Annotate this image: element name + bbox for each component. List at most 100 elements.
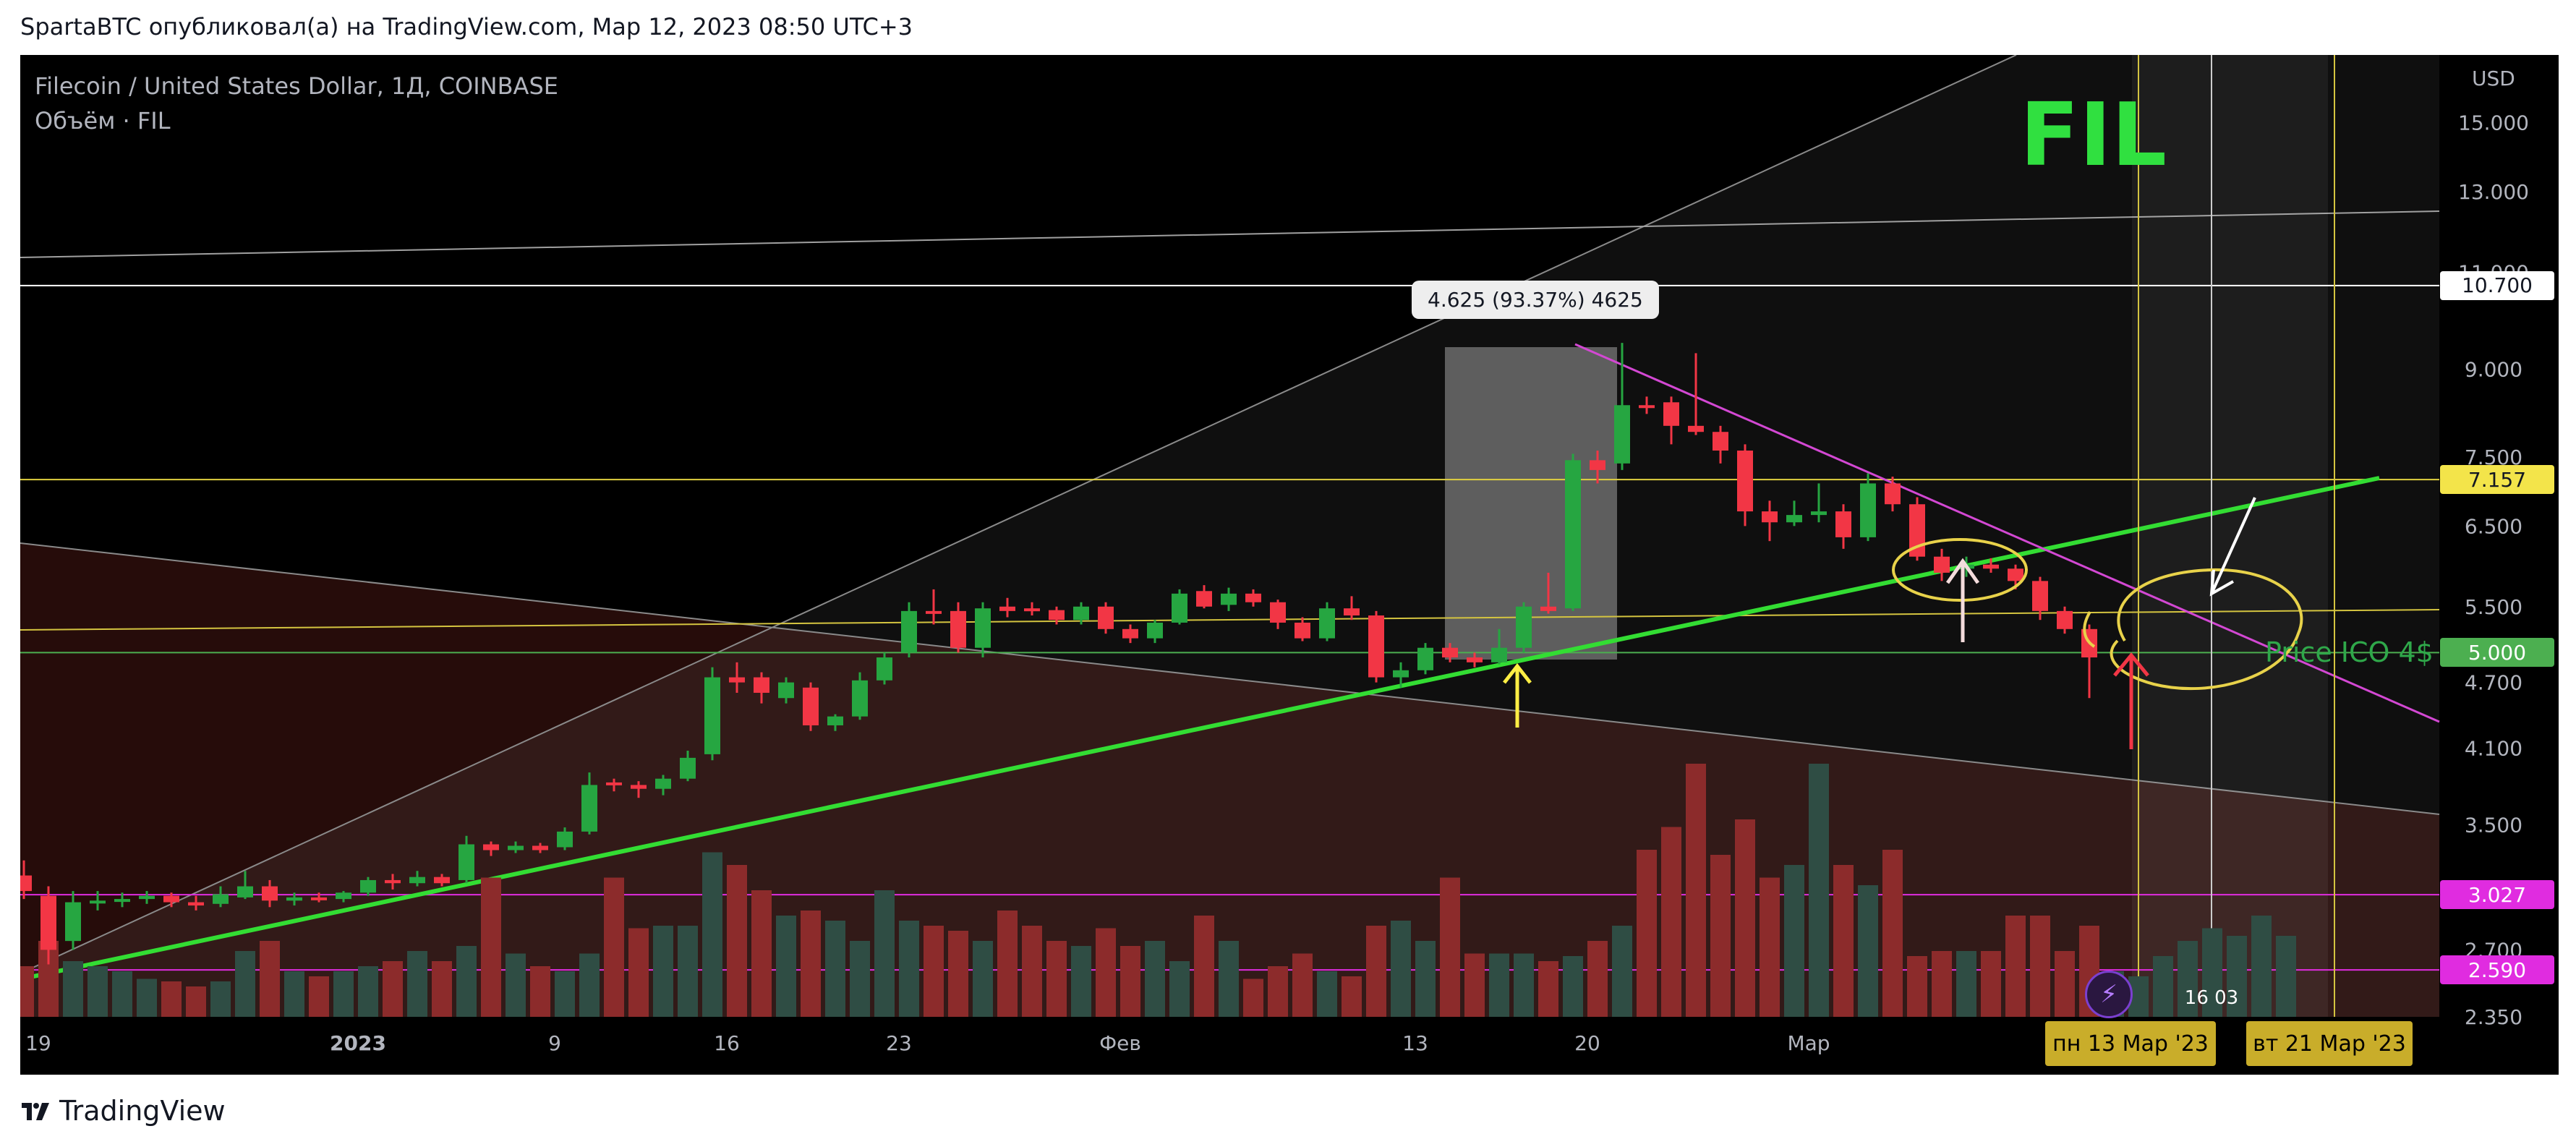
red-up-arrow bbox=[2113, 652, 2149, 749]
candle-body bbox=[754, 677, 769, 693]
candle-body bbox=[1196, 591, 1212, 607]
bracket-mark bbox=[2083, 610, 2096, 648]
volume-bar bbox=[1858, 885, 1878, 1017]
date-tag-1[interactable]: вт 21 Мар '23 bbox=[2246, 1021, 2413, 1066]
volume-bar bbox=[1145, 941, 1165, 1017]
candle-body bbox=[1368, 615, 1384, 678]
volume-indicator-label[interactable]: Объём · FIL bbox=[35, 107, 171, 135]
candle-body bbox=[1909, 504, 1925, 557]
volume-bar bbox=[1268, 966, 1288, 1017]
candle-body bbox=[1835, 511, 1851, 537]
volume-bar bbox=[63, 961, 83, 1017]
volume-bar bbox=[2202, 928, 2222, 1017]
volume-bar bbox=[530, 966, 550, 1017]
tradingview-logo-icon bbox=[22, 1103, 49, 1120]
candle-body bbox=[139, 895, 155, 900]
price-tag-0[interactable]: 10.700 bbox=[2440, 270, 2554, 300]
candle-body bbox=[1467, 657, 1483, 662]
volume-bar bbox=[1096, 928, 1116, 1017]
candle-body bbox=[1221, 593, 1237, 605]
price-tag-1[interactable]: 7.157 bbox=[2440, 465, 2554, 495]
time-axis-tick: Мар bbox=[1787, 1031, 1830, 1055]
volume-bar bbox=[1489, 953, 1509, 1017]
candle-body bbox=[1073, 606, 1089, 621]
volume-bar bbox=[1440, 877, 1460, 1017]
candle-body bbox=[532, 845, 548, 850]
currency-label: USD bbox=[2472, 67, 2515, 90]
price-tag-3[interactable]: 3.027 bbox=[2440, 880, 2554, 910]
volume-bar bbox=[1022, 926, 1042, 1017]
candle-body bbox=[950, 610, 966, 648]
candle-body bbox=[877, 657, 892, 681]
volume-bar bbox=[1809, 764, 1829, 1017]
volume-bar bbox=[604, 877, 624, 1017]
volume-bar bbox=[284, 971, 304, 1017]
candle-body bbox=[999, 606, 1015, 611]
price-axis-tick: 4.700 bbox=[2465, 671, 2522, 695]
volume-bar bbox=[825, 921, 845, 1017]
candle-body bbox=[1737, 451, 1753, 512]
candle-body bbox=[1614, 405, 1630, 464]
volume-bar bbox=[20, 966, 34, 1017]
candle-body bbox=[311, 897, 327, 900]
price-tag-4[interactable]: 2.590 bbox=[2440, 955, 2554, 985]
candle-body bbox=[827, 716, 843, 725]
candle-body bbox=[409, 877, 425, 884]
volume-bar bbox=[801, 911, 821, 1017]
candle-body bbox=[1663, 402, 1679, 426]
candle-body bbox=[729, 677, 745, 683]
wedge-zone bbox=[20, 55, 2439, 1017]
volume-bar bbox=[1932, 951, 1952, 1017]
volume-bar bbox=[1538, 961, 1558, 1017]
top-trendline bbox=[20, 210, 2440, 258]
candle-body bbox=[385, 879, 401, 884]
price-axis-tick: 13.000 bbox=[2458, 180, 2529, 204]
volume-bar bbox=[456, 946, 477, 1017]
candle-body bbox=[1983, 564, 1999, 569]
candle-body bbox=[680, 757, 696, 779]
price-tag-2[interactable]: 5.000 bbox=[2440, 638, 2554, 668]
brand-name: TradingView bbox=[59, 1095, 226, 1127]
volume-bar bbox=[678, 926, 698, 1017]
volume-bar bbox=[997, 911, 1018, 1017]
candle-body bbox=[704, 677, 720, 754]
lightning-icon[interactable]: ⚡ bbox=[2085, 971, 2133, 1018]
price-axis-tick: 5.500 bbox=[2465, 595, 2522, 619]
candle-body bbox=[1122, 628, 1138, 639]
price-chart[interactable]: 15.00013.00011.0009.0007.5006.5005.5004.… bbox=[20, 55, 2559, 1075]
white-down-arrow bbox=[2209, 497, 2256, 597]
time-axis-tick: 2023 bbox=[330, 1031, 386, 1055]
volume-bar bbox=[506, 953, 526, 1017]
volume-bar bbox=[137, 978, 157, 1017]
price-axis-tick: 3.500 bbox=[2465, 813, 2522, 837]
candle-body bbox=[975, 608, 991, 648]
symbol-title[interactable]: Filecoin / United States Dollar, 1Д, COI… bbox=[35, 72, 558, 100]
volume-bar bbox=[407, 951, 427, 1017]
candle-body bbox=[901, 610, 917, 653]
candle-body bbox=[1319, 608, 1335, 639]
footer-brand[interactable]: TradingView bbox=[20, 1095, 226, 1127]
candle-body bbox=[1049, 610, 1065, 621]
volume-bar bbox=[1194, 916, 1214, 1017]
candle-body bbox=[1688, 425, 1704, 432]
volume-bar bbox=[1981, 951, 2001, 1017]
candle-body bbox=[1270, 602, 1286, 623]
candle-body bbox=[262, 886, 278, 901]
price-axis-tick: 9.000 bbox=[2465, 357, 2522, 381]
chart-area[interactable]: 15.00013.00011.0009.0007.5006.5005.5004.… bbox=[20, 55, 2559, 1075]
candle-body bbox=[1540, 606, 1556, 611]
candle-body bbox=[1885, 483, 1901, 505]
measure-tooltip: 4.625 (93.37%) 4625 bbox=[1412, 281, 1659, 319]
candle-body bbox=[1442, 647, 1458, 658]
candle-body bbox=[1147, 622, 1163, 639]
volume-bar bbox=[1735, 819, 1755, 1017]
candle-body bbox=[803, 687, 819, 725]
volume-bar bbox=[2178, 941, 2198, 1017]
candle-body bbox=[286, 897, 302, 901]
volume-bar bbox=[1637, 850, 1657, 1017]
projection-zone bbox=[2132, 55, 2328, 1017]
volume-bar bbox=[1464, 953, 1485, 1017]
date-tag-0[interactable]: пн 13 Мар '23 bbox=[2045, 1021, 2216, 1066]
candle-body bbox=[459, 844, 474, 880]
volume-bar bbox=[1563, 956, 1583, 1017]
